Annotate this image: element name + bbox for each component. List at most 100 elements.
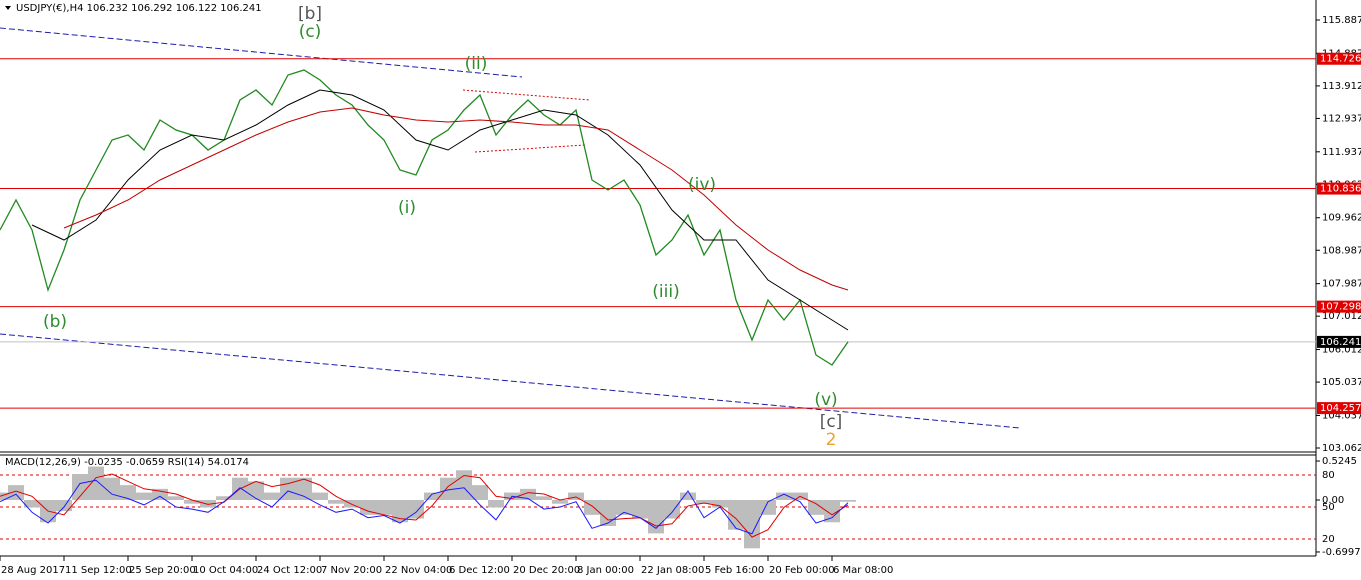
- macd-bar: [600, 499, 616, 526]
- x-tick-label: 25 Sep 20:00: [129, 565, 196, 576]
- macd-bar: [88, 466, 104, 500]
- triangle-top: [462, 89, 591, 101]
- macd-bar: [760, 499, 776, 515]
- y-tick-label: -0.6997: [1322, 547, 1361, 558]
- y-tick-label: 113.912: [1322, 81, 1361, 92]
- y-tick-label: 112.937: [1322, 113, 1361, 124]
- macd-bar: [392, 499, 408, 523]
- x-tick-label: 5 Feb 16:00: [705, 565, 764, 576]
- y-tick-label: 107.012: [1322, 311, 1361, 322]
- y2-tick-label: 50: [1322, 502, 1335, 513]
- x-tick-label: 7 Nov 20:00: [321, 565, 382, 576]
- macd-bar: [808, 499, 824, 515]
- wave-label: (c): [299, 22, 322, 42]
- macd-bar: [200, 499, 216, 508]
- channel-top: [0, 27, 523, 78]
- wave-label: (iv): [688, 175, 716, 195]
- macd-bar: [184, 499, 200, 504]
- macd-bar: [424, 492, 440, 500]
- macd-bar: [568, 492, 584, 500]
- macd-bar: [616, 499, 632, 515]
- wave-label: (b): [43, 312, 67, 332]
- macd-bar: [552, 499, 568, 504]
- macd-bar: [472, 485, 488, 500]
- chart-title: USDJPY(€),H4 106.232 106.292 106.122 106…: [16, 3, 262, 14]
- wave-label: (v): [814, 390, 837, 410]
- y-tick-label: 103.062: [1322, 443, 1361, 454]
- macd-bar: [408, 499, 424, 519]
- y-tick-label: 115.887: [1322, 15, 1361, 26]
- level-label-bg: [1317, 182, 1361, 195]
- level-label: 104.257: [1320, 403, 1361, 414]
- level-label-bg: [1317, 52, 1361, 65]
- x-tick-label: 8 Jan 00:00: [577, 565, 634, 576]
- macd-bar: [120, 485, 136, 500]
- macd-bar: [24, 499, 40, 508]
- macd-bar: [136, 492, 152, 500]
- macd-bar: [680, 492, 696, 500]
- y-tick-label: 106.012: [1322, 345, 1361, 356]
- macd-bar: [744, 499, 760, 549]
- price-line: [0, 69, 849, 366]
- macd-bar: [632, 499, 648, 519]
- macd-bar: [344, 499, 360, 508]
- wave-label: (i): [398, 198, 416, 218]
- y-tick-label: 105.037: [1322, 377, 1361, 388]
- wave-label: (iii): [652, 282, 679, 302]
- wave-label: [b]: [298, 4, 322, 24]
- last-price-bg: [1317, 335, 1361, 348]
- macd-bar: [168, 496, 184, 500]
- y-tick-label: 109.962: [1322, 213, 1361, 224]
- y-tick-label: 104.037: [1322, 410, 1361, 421]
- y-tick-label: 108.987: [1322, 245, 1361, 256]
- x-tick-label: 22 Nov 04:00: [385, 565, 452, 576]
- x-tick-label: 20 Feb 00:00: [769, 565, 835, 576]
- x-tick-label: 6 Dec 12:00: [449, 565, 510, 576]
- y2-tick-label: 20: [1322, 534, 1335, 545]
- moving-average: [63, 107, 849, 291]
- macd-bar: [312, 492, 328, 500]
- y-tick-label: 107.987: [1322, 279, 1361, 290]
- y-tick-label: 0.00: [1322, 495, 1344, 506]
- macd-bar: [0, 492, 8, 500]
- macd-bar: [712, 499, 728, 508]
- macd-bar: [72, 473, 88, 500]
- x-tick-label: 20 Dec 20:00: [513, 565, 580, 576]
- wave-label: (ii): [465, 54, 488, 74]
- level-label: 110.836: [1320, 184, 1361, 195]
- macd-bar: [824, 499, 840, 523]
- macd-bar: [376, 499, 392, 515]
- x-tick-label: 22 Jan 08:00: [641, 565, 704, 576]
- macd-bar: [664, 499, 680, 519]
- macd-bar: [216, 496, 232, 500]
- macd-bar: [296, 477, 312, 500]
- last-price-label: 106.241: [1320, 337, 1361, 348]
- indicator-title: MACD(12,26,9) -0.0235 -0.0659 RSI(14) 54…: [5, 457, 249, 468]
- y2-tick-label: 80: [1322, 470, 1335, 481]
- wave-label: 2: [826, 430, 837, 450]
- macd-bar: [152, 488, 168, 500]
- macd-bar: [696, 499, 712, 504]
- macd-bar: [104, 477, 120, 500]
- wave-label: [c]: [820, 412, 843, 432]
- macd-bar: [840, 499, 856, 502]
- rsi-line: [0, 479, 849, 535]
- x-tick-label: 24 Oct 12:00: [257, 565, 322, 576]
- x-tick-label: 10 Oct 04:00: [193, 565, 258, 576]
- y-tick-label: 0.5245: [1322, 456, 1357, 467]
- macd-bar: [536, 496, 552, 500]
- macd-bar: [56, 499, 72, 512]
- x-tick-label: 6 Mar 08:00: [833, 565, 893, 576]
- macd-bar: [520, 488, 536, 500]
- moving-average: [31, 89, 849, 331]
- macd-bar: [360, 499, 376, 515]
- macd-bar: [488, 499, 504, 508]
- x-tick-label: 28 Aug 2017: [1, 565, 65, 576]
- signal-line: [0, 473, 849, 538]
- level-label: 114.726: [1320, 54, 1361, 65]
- macd-bar: [328, 499, 344, 504]
- level-label: 107.298: [1320, 302, 1361, 313]
